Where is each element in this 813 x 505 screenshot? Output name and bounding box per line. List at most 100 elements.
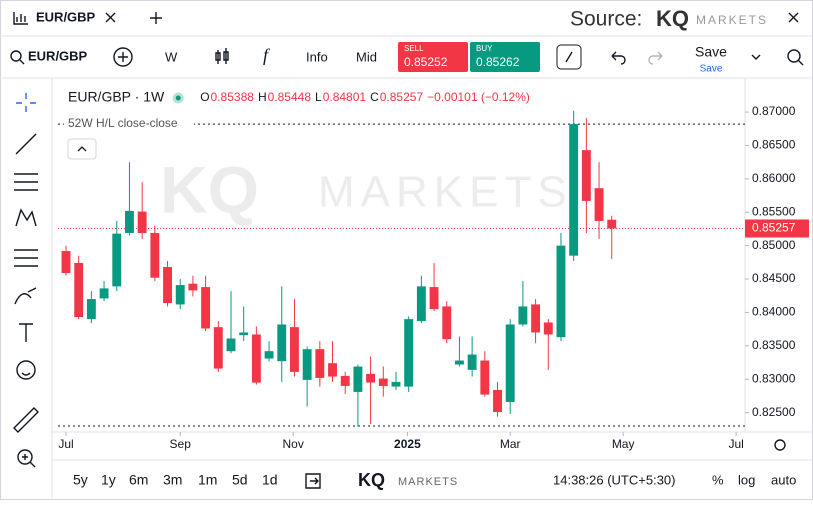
candle-body [315, 349, 325, 378]
save-menu[interactable] [751, 54, 761, 60]
tab-title[interactable]: EUR/GBP [36, 9, 96, 24]
candle-body [556, 245, 566, 338]
candle-body [302, 349, 312, 380]
candle-body [175, 285, 185, 305]
range-button[interactable]: 5d [232, 472, 248, 488]
y-tick-label: 0.85000 [752, 238, 796, 252]
compare[interactable] [113, 47, 133, 67]
candle-body [353, 366, 363, 392]
clock: 14:38:26 (UTC+5:30) [553, 472, 675, 487]
icon-tool [21, 372, 31, 376]
candle-body [429, 287, 439, 310]
projection-tool[interactable] [14, 249, 38, 267]
candle-body [607, 219, 617, 229]
candle-body [328, 363, 337, 377]
range-button[interactable]: 6m [129, 472, 148, 488]
candle-body [366, 373, 376, 383]
x-tick-label: May [612, 437, 635, 451]
candle-body [137, 211, 147, 233]
watermark-brand: KQ [160, 152, 259, 226]
ruler-tool[interactable] [13, 407, 39, 433]
y-tick-label: 0.83000 [752, 371, 796, 385]
candle-body [505, 324, 515, 402]
range-button[interactable]: 5y [73, 472, 88, 488]
candle-body [188, 283, 198, 291]
mid[interactable]: Mid [356, 49, 377, 64]
candle-body [290, 327, 299, 372]
y-tick-label: 0.87000 [752, 104, 796, 118]
candle-body [480, 360, 490, 395]
new-tab[interactable] [150, 12, 162, 24]
candle-body [378, 378, 388, 386]
y-tick-label: 0.86500 [752, 138, 796, 152]
icon-tool[interactable] [16, 360, 36, 380]
link-icon [565, 51, 573, 63]
range-button[interactable]: 1y [101, 472, 116, 488]
settings[interactable] [774, 439, 786, 451]
ref-label: 52W H/L close-close [68, 116, 178, 130]
brush-tool[interactable] [14, 287, 37, 305]
percent-toggle[interactable]: % [712, 472, 724, 487]
candle-body [277, 324, 287, 362]
log-toggle[interactable]: log [738, 472, 755, 487]
chart-type[interactable] [215, 48, 229, 64]
save[interactable]: Save [695, 44, 727, 60]
y-tick-label: 0.85500 [752, 204, 796, 218]
sell-button[interactable] [398, 42, 468, 72]
watermark: KQ MARKETS [160, 152, 567, 226]
legend-value: 0.85257 [380, 90, 424, 104]
text-tool[interactable] [19, 323, 33, 342]
legend-key: H [258, 90, 267, 104]
bottom-bar: KQ MARKETS 14:38:26 (UTC+5:30) % log aut… [305, 470, 796, 490]
symbol[interactable]: EUR/GBP [28, 48, 88, 63]
fib-tool[interactable] [14, 173, 38, 191]
legend-change: −0.00101 (−0.12%) [427, 90, 530, 104]
x-tick-label: Jul [728, 437, 743, 451]
footer-brand-sub: MARKETS [398, 476, 458, 488]
compare [118, 52, 128, 62]
close-tab[interactable] [105, 12, 116, 23]
goto-date[interactable] [305, 473, 321, 489]
chart-icon [13, 12, 28, 25]
candle-body [226, 338, 236, 352]
candle-body [125, 210, 134, 233]
trend-line[interactable] [15, 133, 37, 155]
interval[interactable]: W [165, 49, 178, 64]
top-bar: EUR/GBP Source: KQ MARKETS [0, 6, 813, 37]
info[interactable]: Info [306, 49, 328, 64]
y-tick-label: 0.82500 [752, 405, 796, 419]
buy-button[interactable] [470, 42, 540, 72]
auto-toggle[interactable]: auto [771, 472, 796, 487]
candle-body [416, 286, 426, 322]
candle-body [150, 232, 160, 278]
zoom-tool [22, 454, 36, 468]
sell-label: SELL [404, 44, 424, 53]
x-tick-label: 2025 [394, 437, 421, 451]
link[interactable] [556, 44, 582, 70]
y-tick-label: 0.84000 [752, 305, 796, 319]
legend-key: O [200, 90, 209, 104]
close[interactable] [788, 12, 799, 23]
cursor-tool[interactable] [16, 93, 36, 112]
legend-title: EUR/GBP · 1W [68, 89, 165, 105]
range-button[interactable]: 3m [163, 472, 182, 488]
collapse-legend[interactable] [67, 138, 97, 160]
quick-search[interactable] [787, 49, 801, 63]
range-button[interactable]: 1d [262, 472, 278, 488]
range-button[interactable]: 1m [198, 472, 217, 488]
indicators[interactable]: f [263, 45, 271, 65]
legend-key: L [315, 90, 322, 104]
zoom-tool[interactable] [17, 449, 33, 465]
y-tick-label: 0.83500 [752, 338, 796, 352]
pattern-tool[interactable] [15, 208, 37, 227]
candle-body [467, 354, 477, 370]
redo[interactable] [648, 51, 663, 65]
search-icon [10, 50, 22, 62]
legend-key: C [370, 90, 379, 104]
candle-body [569, 124, 579, 256]
candle-body [213, 327, 223, 369]
candle-body [99, 288, 109, 299]
collapse-icon [77, 146, 87, 152]
undo[interactable] [611, 51, 626, 65]
